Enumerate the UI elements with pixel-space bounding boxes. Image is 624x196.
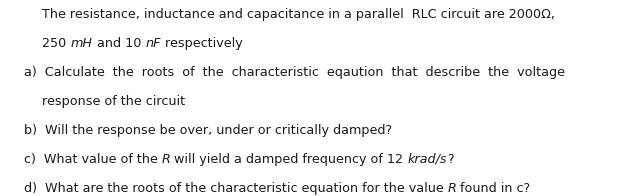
Text: R: R [162, 153, 170, 166]
Text: d)  What are the roots of the characteristic equation for the value: d) What are the roots of the characteris… [24, 182, 447, 195]
Text: a)  Calculate  the  roots  of  the  characteristic  eqaution  that  describe  th: a) Calculate the roots of the characteri… [24, 66, 565, 79]
Text: and 10: and 10 [93, 37, 145, 50]
Text: mH: mH [71, 37, 93, 50]
Text: The resistance, inductance and capacitance in a parallel  RLC circuit are 2000Ω,: The resistance, inductance and capacitan… [42, 8, 555, 21]
Text: response of the circuit: response of the circuit [42, 95, 185, 108]
Text: nF: nF [145, 37, 160, 50]
Text: found in c?: found in c? [456, 182, 530, 195]
Text: krad/s: krad/s [407, 153, 447, 166]
Text: 250: 250 [42, 37, 71, 50]
Text: respectively: respectively [160, 37, 242, 50]
Text: R: R [447, 182, 456, 195]
Text: b)  Will the response be over, under or critically damped?: b) Will the response be over, under or c… [24, 124, 392, 137]
Text: ?: ? [447, 153, 454, 166]
Text: c)  What value of the: c) What value of the [24, 153, 162, 166]
Text: will yield a damped frequency of 12: will yield a damped frequency of 12 [170, 153, 407, 166]
